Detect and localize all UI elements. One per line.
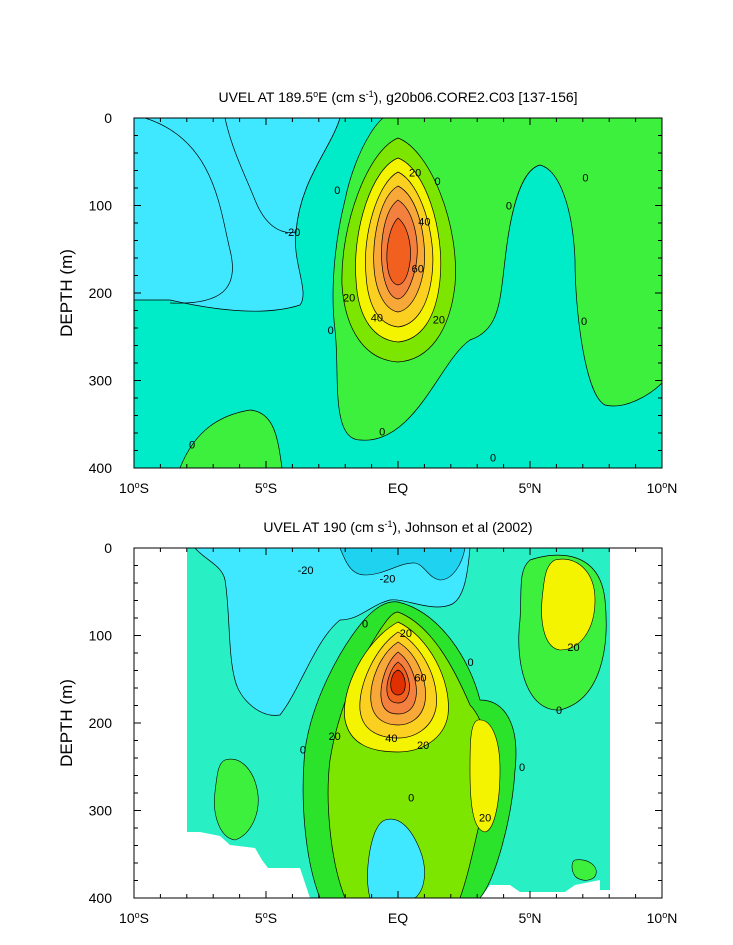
contour-label: 0 [519, 762, 525, 774]
panel-model-title: UVEL AT 189.5oE (cm s-1), g20b06.CORE2.C… [218, 89, 577, 105]
xtick-label: 10oS [119, 480, 149, 496]
panel-model-ylabel: DEPTH (m) [57, 249, 76, 337]
contour-label: 20 [329, 731, 341, 743]
contour-label: 20 [433, 314, 445, 326]
contour-label: 20 [343, 292, 355, 304]
contour-label: 0 [468, 657, 474, 669]
contour-label: 60 [412, 264, 424, 276]
contour-label: -20 [284, 227, 300, 239]
xtick-label: 10oN [647, 910, 678, 926]
contour-label: 40 [385, 733, 397, 745]
contour-label: 0 [435, 176, 441, 188]
xtick-label: 5oS [255, 480, 277, 496]
contour-label: 0 [556, 705, 562, 717]
field-neg20-inner [224, 118, 341, 233]
ytick-label: 200 [89, 285, 113, 301]
obs-pos-west [214, 758, 259, 841]
contour-label: 0 [334, 185, 340, 197]
panel-obs-ylabel: DEPTH (m) [57, 679, 76, 767]
xtick-label: 10oS [119, 910, 149, 926]
contour-label: 0 [189, 439, 195, 451]
obs-neg20 [194, 548, 471, 716]
ytick-label: 200 [89, 715, 113, 731]
field-pos20-sw [179, 409, 283, 468]
contour-label: 40 [418, 216, 430, 228]
ytick-label: 0 [104, 540, 112, 556]
obs-pos-east-yellow [541, 558, 596, 651]
ytick-label: 0 [104, 110, 112, 126]
xtick-label: 10oN [647, 480, 678, 496]
obs-deep-neg [367, 818, 425, 898]
ytick-label: 300 [89, 803, 113, 819]
ytick-label: 100 [89, 198, 113, 214]
xtick-label: EQ [388, 480, 408, 496]
obs-pos-ne-small [571, 859, 597, 881]
xtick-label: EQ [388, 910, 408, 926]
contour-label: -20 [379, 574, 395, 586]
contour-label: 20 [400, 628, 412, 640]
xtick-label: 5oS [255, 910, 277, 926]
xtick-label: 5oN [519, 910, 542, 926]
contour-label: 0 [379, 426, 385, 438]
ytick-label: 400 [89, 890, 113, 906]
contour-label: 20 [479, 813, 491, 825]
xtick-label: 5oN [519, 480, 542, 496]
contour-label: -20 [298, 565, 314, 577]
field-zero-nw [144, 118, 233, 304]
contour-label: 20 [417, 740, 429, 752]
contour-label: 20 [567, 642, 579, 654]
contour-label: 40 [371, 313, 383, 325]
contour-label: 0 [490, 453, 496, 465]
ytick-label: 400 [89, 460, 113, 476]
panel-obs-contour-labels: -20 -20 20 0 0 20 60 0 20 40 20 0 0 0 20 [298, 565, 580, 825]
panel-model-contour-labels: 0 -20 20 0 0 0 40 60 20 40 20 0 0 0 0 0 [189, 167, 588, 464]
contour-label: 0 [581, 316, 587, 328]
panel-model-field [134, 118, 662, 468]
panel-model: UVEL AT 189.5oE (cm s-1), g20b06.CORE2.C… [57, 89, 677, 496]
obs-neg30 [339, 548, 466, 581]
ytick-label: 300 [89, 373, 113, 389]
obs-jet-yellow-east [469, 719, 501, 833]
jet-level-80 [386, 217, 411, 286]
contour-label: 0 [362, 618, 368, 630]
panel-obs: UVEL AT 190 (cm s-1), Johnson et al (200… [57, 519, 677, 926]
contour-label: 0 [300, 744, 306, 756]
contour-label: 0 [582, 173, 588, 185]
panel-obs-title: UVEL AT 190 (cm s-1), Johnson et al (200… [263, 519, 532, 535]
ytick-label: 100 [89, 628, 113, 644]
contour-label: 0 [328, 325, 334, 337]
obs-jet-core [390, 669, 406, 696]
contour-label: 20 [409, 167, 421, 179]
contour-label: 0 [408, 792, 414, 804]
panel-obs-field [187, 548, 610, 898]
contour-label: 0 [506, 201, 512, 213]
contour-label: 60 [414, 673, 426, 685]
